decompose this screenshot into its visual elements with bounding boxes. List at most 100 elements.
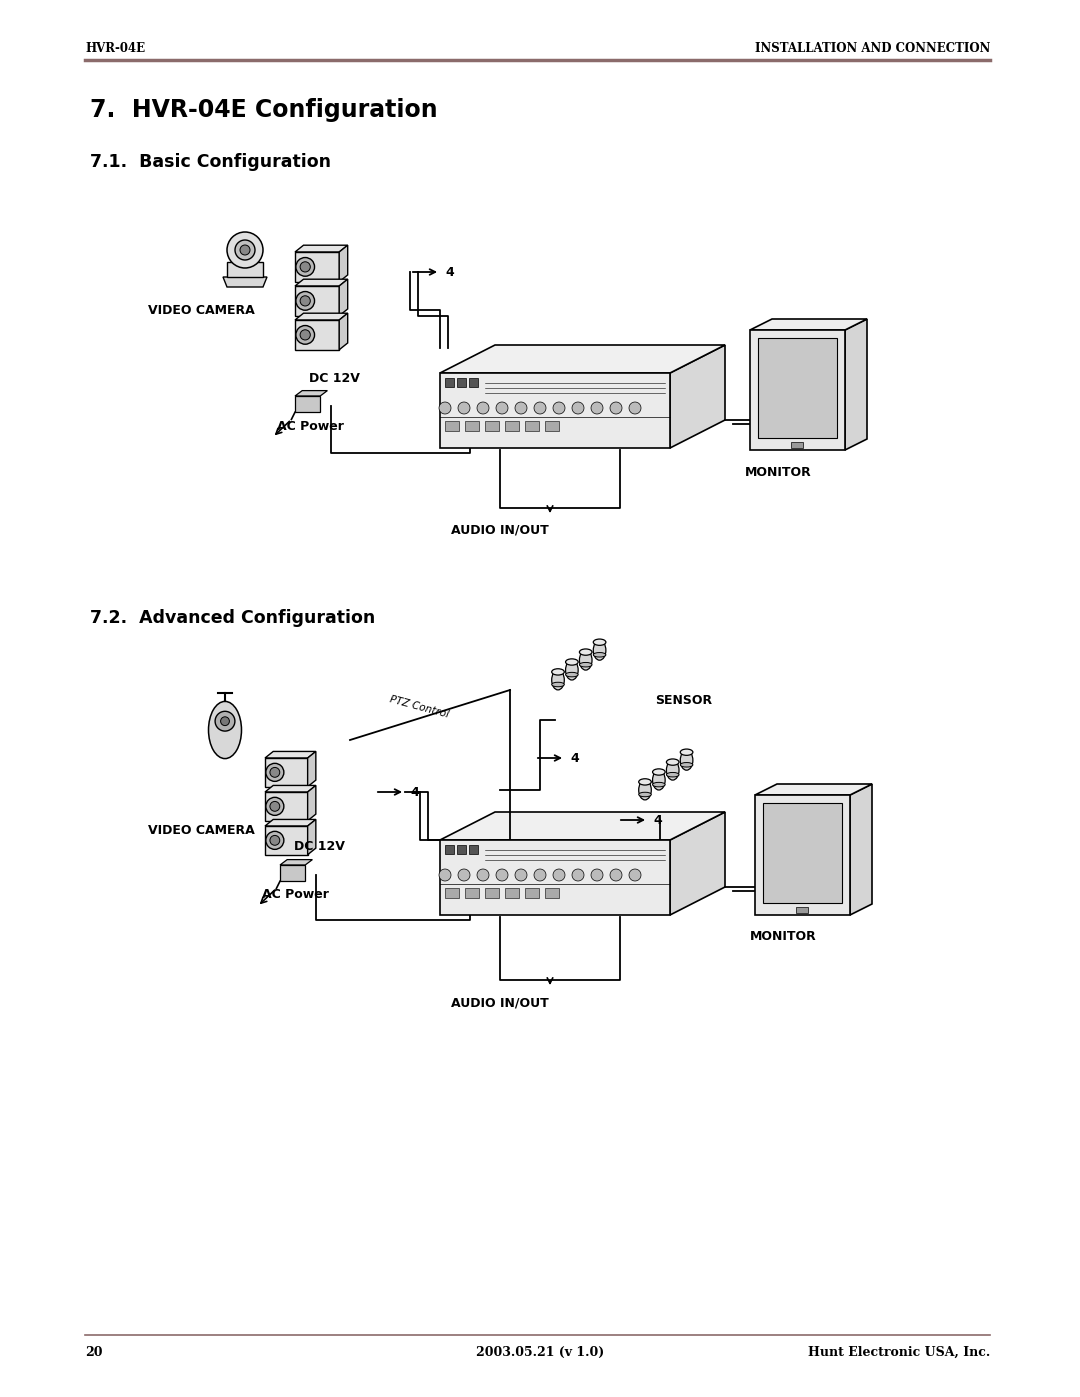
Polygon shape — [265, 820, 315, 826]
Polygon shape — [440, 345, 725, 373]
Text: AUDIO IN/OUT: AUDIO IN/OUT — [451, 524, 549, 536]
Circle shape — [300, 261, 310, 272]
Ellipse shape — [552, 682, 564, 687]
Circle shape — [296, 257, 314, 277]
Polygon shape — [295, 320, 339, 349]
Polygon shape — [440, 373, 670, 448]
Bar — [545, 888, 559, 898]
Ellipse shape — [552, 671, 564, 690]
Circle shape — [270, 767, 280, 777]
Polygon shape — [755, 784, 872, 795]
Bar — [445, 420, 459, 432]
Circle shape — [534, 869, 546, 882]
Ellipse shape — [566, 661, 578, 680]
Circle shape — [610, 402, 622, 414]
Circle shape — [515, 402, 527, 414]
Ellipse shape — [652, 770, 665, 789]
Circle shape — [220, 717, 229, 725]
Polygon shape — [295, 286, 339, 316]
Text: AC Power: AC Power — [262, 888, 329, 901]
Circle shape — [477, 869, 489, 882]
Polygon shape — [308, 752, 315, 787]
Text: INSTALLATION AND CONNECTION: INSTALLATION AND CONNECTION — [755, 42, 990, 54]
Bar — [505, 420, 519, 432]
Text: 7.1.  Basic Configuration: 7.1. Basic Configuration — [90, 154, 330, 170]
Bar — [485, 420, 499, 432]
Circle shape — [296, 326, 314, 344]
Ellipse shape — [638, 778, 651, 785]
Ellipse shape — [580, 662, 592, 666]
Circle shape — [496, 402, 508, 414]
Bar — [791, 441, 804, 448]
Ellipse shape — [680, 750, 693, 770]
Ellipse shape — [652, 768, 665, 775]
Polygon shape — [295, 313, 348, 320]
Circle shape — [240, 244, 249, 256]
Polygon shape — [295, 395, 320, 412]
Polygon shape — [295, 251, 339, 282]
Polygon shape — [308, 820, 315, 855]
Circle shape — [591, 869, 603, 882]
Bar — [525, 420, 539, 432]
Ellipse shape — [666, 773, 679, 777]
Text: Hunt Electronic USA, Inc.: Hunt Electronic USA, Inc. — [808, 1345, 990, 1358]
Ellipse shape — [208, 701, 242, 759]
Circle shape — [215, 711, 235, 731]
Bar — [457, 379, 465, 387]
Bar — [465, 888, 480, 898]
Circle shape — [266, 798, 284, 816]
Ellipse shape — [580, 650, 592, 655]
Polygon shape — [308, 785, 315, 820]
Circle shape — [300, 330, 310, 339]
Text: DC 12V: DC 12V — [309, 372, 360, 384]
Text: HVR-04E: HVR-04E — [85, 42, 145, 54]
Text: 4: 4 — [570, 752, 579, 764]
Circle shape — [270, 835, 280, 845]
Circle shape — [235, 240, 255, 260]
Text: SENSOR: SENSOR — [654, 693, 712, 707]
Text: VIDEO CAMERA: VIDEO CAMERA — [148, 303, 255, 317]
Polygon shape — [265, 752, 315, 759]
Circle shape — [296, 292, 314, 310]
Bar — [796, 907, 808, 914]
Circle shape — [458, 869, 470, 882]
Polygon shape — [265, 826, 308, 855]
Bar — [469, 845, 478, 854]
Polygon shape — [845, 319, 867, 450]
Ellipse shape — [593, 640, 606, 661]
Text: 20: 20 — [85, 1345, 103, 1358]
Polygon shape — [280, 859, 312, 865]
Circle shape — [438, 402, 451, 414]
Polygon shape — [440, 812, 725, 840]
Text: 2003.05.21 (v 1.0): 2003.05.21 (v 1.0) — [476, 1345, 604, 1358]
Ellipse shape — [566, 659, 578, 665]
Polygon shape — [265, 785, 315, 792]
Text: 4: 4 — [410, 785, 419, 799]
Ellipse shape — [552, 669, 564, 675]
Ellipse shape — [666, 760, 679, 780]
Bar — [469, 379, 478, 387]
Ellipse shape — [680, 763, 693, 767]
Polygon shape — [750, 330, 845, 450]
Circle shape — [438, 869, 451, 882]
Polygon shape — [339, 313, 348, 349]
Polygon shape — [265, 759, 308, 787]
Text: AC Power: AC Power — [276, 419, 343, 433]
Circle shape — [477, 402, 489, 414]
Bar — [505, 888, 519, 898]
Circle shape — [629, 869, 642, 882]
Circle shape — [553, 869, 565, 882]
Circle shape — [496, 869, 508, 882]
Circle shape — [591, 402, 603, 414]
Text: DC 12V: DC 12V — [294, 841, 345, 854]
Ellipse shape — [638, 780, 651, 800]
Polygon shape — [339, 279, 348, 316]
Text: 7.  HVR-04E Configuration: 7. HVR-04E Configuration — [90, 98, 437, 122]
Ellipse shape — [593, 638, 606, 645]
Polygon shape — [295, 246, 348, 251]
Circle shape — [458, 402, 470, 414]
Circle shape — [300, 296, 310, 306]
Text: MONITOR: MONITOR — [744, 465, 811, 479]
Text: VIDEO CAMERA: VIDEO CAMERA — [148, 823, 255, 837]
Circle shape — [266, 763, 284, 781]
